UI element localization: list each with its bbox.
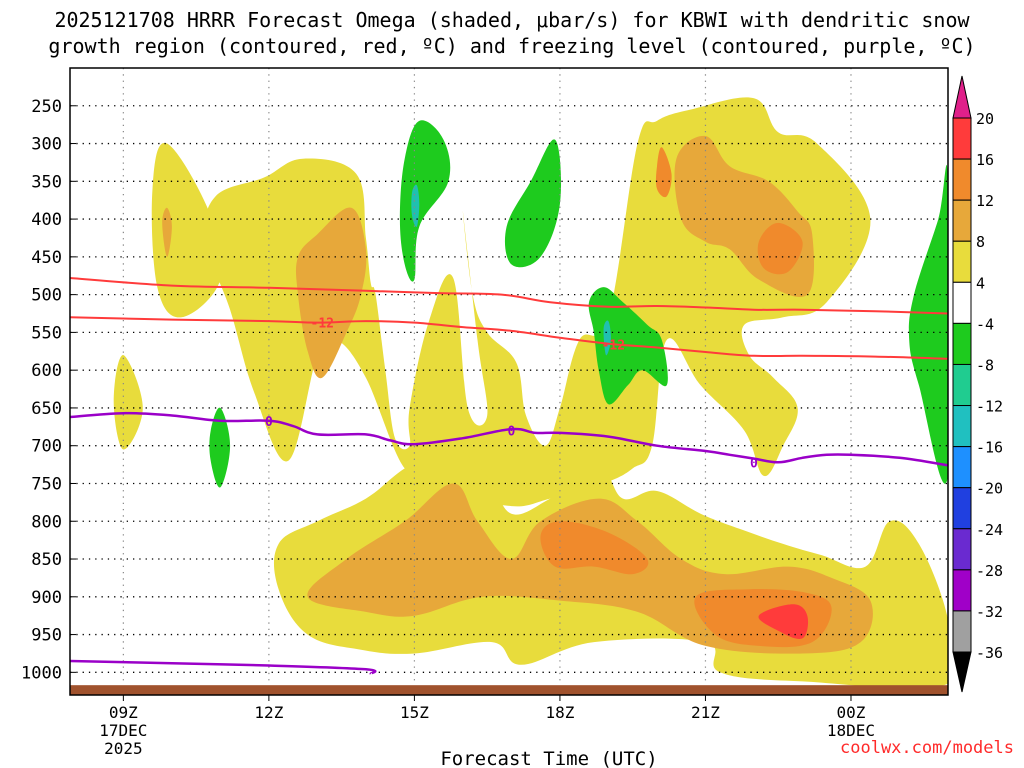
colorbar-label-8: -16 [976,439,1003,457]
omega-region-teal-b [603,320,611,356]
colorbar-label-1: 16 [976,151,994,169]
colorbar-bin-3 [952,240,972,283]
omega-region-orange-g [540,521,649,575]
x-axis-label: Forecast Time (UTC) [440,748,657,768]
colorbar-label-11: -28 [976,562,1003,580]
dendritic-label-1: -12 [311,317,334,332]
colorbar-label-7: -12 [976,398,1003,416]
xtick-year-09Z: 2025 [104,739,143,758]
colorbar-bin-2 [952,199,972,242]
colorbar-label-13: -36 [976,644,1003,662]
omega-region-green-b [504,139,562,268]
ytick-label-650: 650 [31,399,62,419]
freezing-contour-3 [70,659,377,676]
omega-region-orange-a [162,207,172,257]
axes-layer: 250 300 350 400 450 500 550 600 650 700 750 800 850 9… [21,67,949,768]
omega-region-green-d [209,407,231,488]
colorbar-bin-12 [952,610,972,653]
plot-frame [69,67,949,696]
ytick-label-700: 700 [31,437,62,457]
terrain-layer [70,685,948,695]
colorbar-label-5: -4 [976,315,994,333]
ytick-label-750: 750 [31,474,62,494]
xtick-label-12Z: 12Z [254,703,283,722]
ytick-label-1000: 1000 [21,663,62,683]
freezing-contour-0 [70,411,948,467]
freezing-label-0: 0 [265,415,273,430]
ytick-label-900: 900 [31,588,62,608]
xtick-label-15Z: 15Z [400,703,429,722]
xtick-label-21Z: 21Z [691,703,720,722]
omega-region-red-a [758,604,809,640]
omega-region-green-a [399,120,451,282]
omega-region-orange-e [655,147,672,198]
omega-shading-layer [113,97,948,689]
colorbar-label-9: -20 [976,480,1003,498]
colorbar-bin-10 [952,528,972,571]
dendritic-label-2: -12 [602,338,625,353]
colorbar-bin-4 [952,281,972,324]
colorbar-bin-6 [952,363,972,407]
ytick-label-850: 850 [31,550,62,570]
colorbar-over-triangle [952,75,972,119]
xtick-label-18Z: 18Z [545,703,574,722]
ytick-label-350: 350 [31,172,62,192]
colorbar-under-triangle [952,651,972,693]
ytick-label-600: 600 [31,361,62,381]
source-credit: coolwx.com/models [840,738,1014,758]
ytick-label-250: 250 [31,97,62,117]
freezing-label-1: 0 [508,425,516,440]
colorbar-bin-5 [952,322,972,365]
colorbar-label-10: -24 [976,521,1003,539]
colorbar-label-0: 20 [976,110,994,128]
colorbar-label-6: -8 [976,356,994,374]
colorbar-bin-9 [952,487,972,530]
ytick-label-300: 300 [31,135,62,155]
xtick-date-00Z: 18DEC [827,721,875,740]
ytick-label-950: 950 [31,626,62,646]
colorbar-label-12: -32 [976,603,1003,621]
dendritic-contour-1 [70,316,948,360]
dendritic-contour-0 [70,277,948,315]
omega-region-yellow-d [113,355,143,450]
freezing-label-2: 0 [750,456,758,471]
colorbar: 20 16 12 8 4 -4 -8 -12 -16 -20 -24 -28 -32 -36 [952,75,1003,693]
omega-region-green-e [908,164,948,484]
omega-region-orange-b [295,207,367,379]
colorbar-bin-1 [952,158,972,201]
terrain-strip [70,685,948,695]
ytick-label-800: 800 [31,512,62,532]
contour-layer: -12 -12 0 0 0 [70,277,948,676]
grid-layer [70,68,948,686]
omega-region-yellow-a [151,142,223,318]
ytick-label-550: 550 [31,323,62,343]
colorbar-bin-11 [952,569,972,612]
colorbar-bin-0 [952,117,972,160]
colorbar-label-3: 8 [976,233,985,251]
chart-title-line-1: 2025121708 HRRR Forecast Omega (shaded, … [54,8,970,32]
omega-region-teal-a [411,184,420,227]
xtick-label-09Z: 09Z [109,703,138,722]
xtick-label-00Z: 00Z [837,703,866,722]
xtick-date-09Z: 17DEC [99,721,147,740]
colorbar-bin-7 [952,405,972,448]
omega-region-orange-f [757,222,803,275]
ytick-label-450: 450 [31,248,62,268]
colorbar-label-2: 12 [976,192,994,210]
colorbar-label-4: 4 [976,274,985,292]
ytick-label-400: 400 [31,210,62,230]
chart-title-line-2: growth region (contoured, red, ºC) and f… [48,34,976,58]
ytick-label-500: 500 [31,286,62,306]
colorbar-bin-8 [952,446,972,489]
